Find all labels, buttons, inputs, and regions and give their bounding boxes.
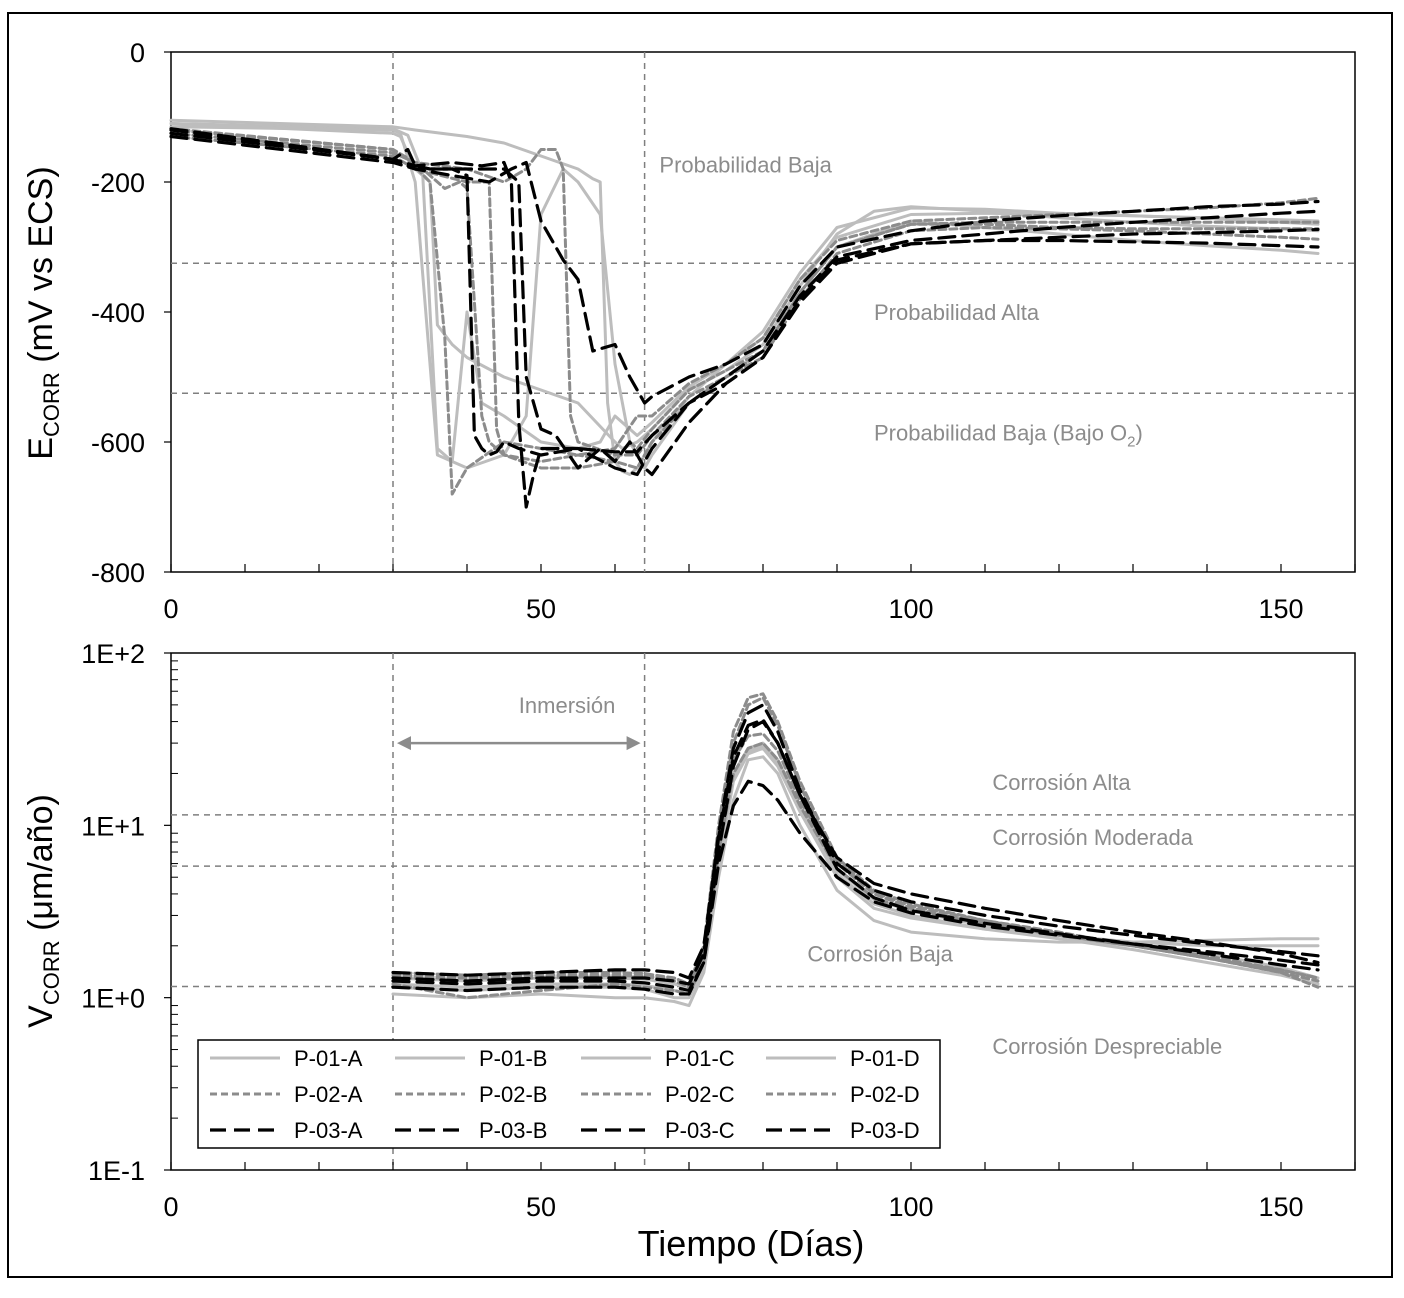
legend-item-p-03-c: P-03-C xyxy=(581,1118,735,1143)
ecorr-series-p-03-d xyxy=(169,134,1320,405)
vcorr-annotation-corrosi-n-moderada: Corrosión Moderada xyxy=(992,825,1193,850)
vcorr-x-tick-label: 150 xyxy=(1258,1192,1303,1222)
legend-item-p-02-a: P-02-A xyxy=(210,1082,363,1107)
figure-frame xyxy=(7,12,1393,1278)
legend-item-p-01-d: P-01-D xyxy=(766,1046,920,1071)
ecorr-annotation-probabilidad-baja-bajo-o: Probabilidad Baja (Bajo O2) xyxy=(874,421,1143,451)
vcorr-y-tick-label: 1E+1 xyxy=(81,811,145,841)
ecorr-x-tick-label: 100 xyxy=(888,594,933,624)
ecorr-series-p-03-b xyxy=(169,128,1320,509)
ecorr-y-axis-label: ECORR (mV vs ECS) xyxy=(22,166,64,459)
ecorr-series-p-03-c xyxy=(169,131,1320,477)
vcorr-annotation-corrosi-n-alta: Corrosión Alta xyxy=(992,770,1131,795)
legend-label: P-02-C xyxy=(665,1082,735,1107)
ecorr-annotation-probabilidad-baja: Probabilidad Baja xyxy=(659,152,832,177)
legend-label: P-03-D xyxy=(850,1118,920,1143)
vcorr-x-axis-label: Tiempo (Días) xyxy=(638,1223,865,1264)
ecorr-series-p-03-a xyxy=(169,127,1320,457)
legend-item-p-02-b: P-02-B xyxy=(395,1082,547,1107)
vcorr-series-p-02-d xyxy=(391,732,1320,986)
vcorr-axes: 0 50 100 150 1E+2 1E+1 1E+0 1E-1 xyxy=(81,639,1356,1222)
ecorr-y-tick-label: -200 xyxy=(91,168,145,198)
ecorr-series-p-02-c xyxy=(169,131,1320,457)
ecorr-guides xyxy=(171,52,1355,572)
ecorr-y-tick-label: -800 xyxy=(91,558,145,588)
vcorr-y-tick-label: 1E+2 xyxy=(81,639,145,669)
legend-items: P-01-A P-01-B P-01-C P-01-D P-02-A P-02-B P-02… xyxy=(210,1046,920,1143)
vcorr-y-tick-label: 1E+0 xyxy=(81,984,145,1014)
legend-label: P-03-A xyxy=(294,1118,363,1143)
legend-label: P-02-A xyxy=(294,1082,363,1107)
ecorr-axes: 0 50 100 150 0 -200 -400 -600 -800 xyxy=(91,38,1356,624)
vcorr-x-tick-label: 100 xyxy=(888,1192,933,1222)
ecorr-x-tick-label: 50 xyxy=(526,594,556,624)
legend-item-p-03-a: P-03-A xyxy=(210,1118,363,1143)
ecorr-series-p-02-a xyxy=(169,127,1320,496)
ecorr-annotations: Probabilidad Baja Probabilidad Alta Probab… xyxy=(659,152,1142,450)
legend-item-p-03-d: P-03-D xyxy=(766,1118,920,1143)
ecorr-y-tick-label: -600 xyxy=(91,428,145,458)
vcorr-series-p-01-a xyxy=(391,755,1320,1008)
ecorr-series-p-02-d xyxy=(169,135,1320,470)
vcorr-annotation-corrosi-n-despreciable: Corrosión Despreciable xyxy=(992,1034,1222,1059)
vcorr-annotations: Corrosión Alta Corrosión Moderada Corrosió… xyxy=(519,693,1222,1059)
ecorr-y-tick-label: 0 xyxy=(130,38,145,68)
legend-label: P-01-B xyxy=(479,1046,547,1071)
inmersion-range-arrow xyxy=(397,736,641,751)
vcorr-x-tick-label: 0 xyxy=(163,1192,178,1222)
legend-label: P-02-B xyxy=(479,1082,547,1107)
legend-item-p-01-c: P-01-C xyxy=(581,1046,735,1071)
ecorr-series-p-01-b xyxy=(169,122,1320,463)
ecorr-x-tick-label: 150 xyxy=(1258,594,1303,624)
vcorr-series xyxy=(391,692,1320,1008)
legend-item-p-02-d: P-02-D xyxy=(766,1082,920,1107)
legend-item-p-02-c: P-02-C xyxy=(581,1082,735,1107)
vcorr-y-tick-label: 1E-1 xyxy=(88,1156,145,1186)
vcorr-annotation-inmersi-n: Inmersión xyxy=(519,693,616,718)
vcorr-y-axis-label: VCORR (μm/año) xyxy=(22,794,64,1028)
ecorr-series-p-02-b xyxy=(169,128,1320,470)
legend-label: P-02-D xyxy=(850,1082,920,1107)
inmersion-arrow-head-left xyxy=(397,736,411,751)
ecorr-x-tick-label: 0 xyxy=(163,594,178,624)
ecorr-panel: 0 50 100 150 0 -200 -400 -600 -800 Probabilidad … xyxy=(22,38,1356,624)
legend-label: P-03-B xyxy=(479,1118,547,1143)
vcorr-x-tick-label: 50 xyxy=(526,1192,556,1222)
legend-label: P-03-C xyxy=(665,1118,735,1143)
vcorr-panel: 0 50 100 150 1E+2 1E+1 1E+0 1E-1 Corrosión Alta… xyxy=(22,639,1356,1264)
ecorr-annotation-probabilidad-alta: Probabilidad Alta xyxy=(874,300,1040,325)
legend: P-01-A P-01-B P-01-C P-01-D P-02-A P-02-B P-02… xyxy=(197,1039,941,1149)
legend-label: P-01-A xyxy=(294,1046,363,1071)
legend-item-p-03-b: P-03-B xyxy=(395,1118,547,1143)
vcorr-series-p-03-b xyxy=(391,703,1320,986)
legend-label: P-01-C xyxy=(665,1046,735,1071)
legend-label: P-01-D xyxy=(850,1046,920,1071)
ecorr-series xyxy=(169,118,1320,509)
legend-item-p-01-a: P-01-A xyxy=(210,1046,363,1071)
vcorr-series-p-02-b xyxy=(391,741,1320,1000)
ecorr-series-p-01-d xyxy=(169,125,1320,470)
legend-item-p-01-b: P-01-B xyxy=(395,1046,547,1071)
vcorr-series-p-03-a xyxy=(391,779,1320,993)
ecorr-y-tick-label: -400 xyxy=(91,298,145,328)
vcorr-annotation-corrosi-n-baja: Corrosión Baja xyxy=(807,942,953,967)
inmersion-arrow-head-right xyxy=(626,736,641,751)
vcorr-series-p-03-d xyxy=(391,718,1320,980)
